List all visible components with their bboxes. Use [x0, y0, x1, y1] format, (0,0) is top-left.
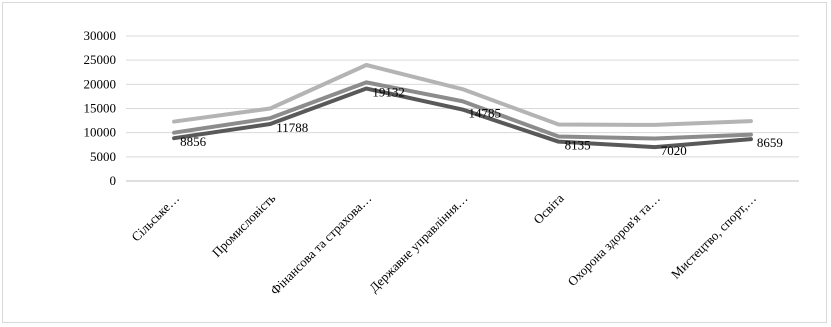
y-axis: 0 5000 10000 15000 20000 25000 30000 [84, 28, 117, 188]
series-line-1 [172, 63, 753, 127]
data-label: 8856 [180, 134, 207, 149]
y-tick-label: 5000 [90, 149, 116, 164]
y-tick-label: 20000 [84, 76, 117, 91]
data-label: 8659 [757, 135, 783, 150]
series-line-3 [172, 86, 753, 150]
y-tick-label: 10000 [84, 125, 117, 140]
data-labels: 8856 11788 19132 14785 8135 7020 8659 [180, 85, 783, 159]
data-label: 8135 [565, 138, 591, 153]
data-label: 19132 [372, 85, 405, 100]
x-tick-label: Освіта [530, 190, 567, 227]
data-label: 7020 [661, 143, 687, 158]
x-tick-label: Державне управління… [366, 191, 471, 296]
data-label: 14785 [469, 106, 502, 121]
chart-frame [2, 2, 827, 323]
data-label: 11788 [276, 120, 308, 135]
x-tick-label: Сільське… [128, 191, 182, 245]
y-tick-label: 30000 [84, 28, 117, 43]
x-tick-label: Охорона здоров'я та… [564, 191, 662, 289]
y-tick-label: 15000 [84, 101, 117, 116]
series-line-2 [172, 80, 753, 141]
x-tick-label: Мистецтво, спорт,… [668, 191, 759, 282]
x-tick-label: Промисловість [209, 190, 278, 259]
y-tick-label: 25000 [84, 52, 117, 67]
gridlines [126, 35, 799, 182]
x-tick-label: Фінансова та страхова… [267, 191, 374, 298]
series-lines [172, 63, 753, 150]
y-tick-label: 0 [110, 173, 117, 188]
